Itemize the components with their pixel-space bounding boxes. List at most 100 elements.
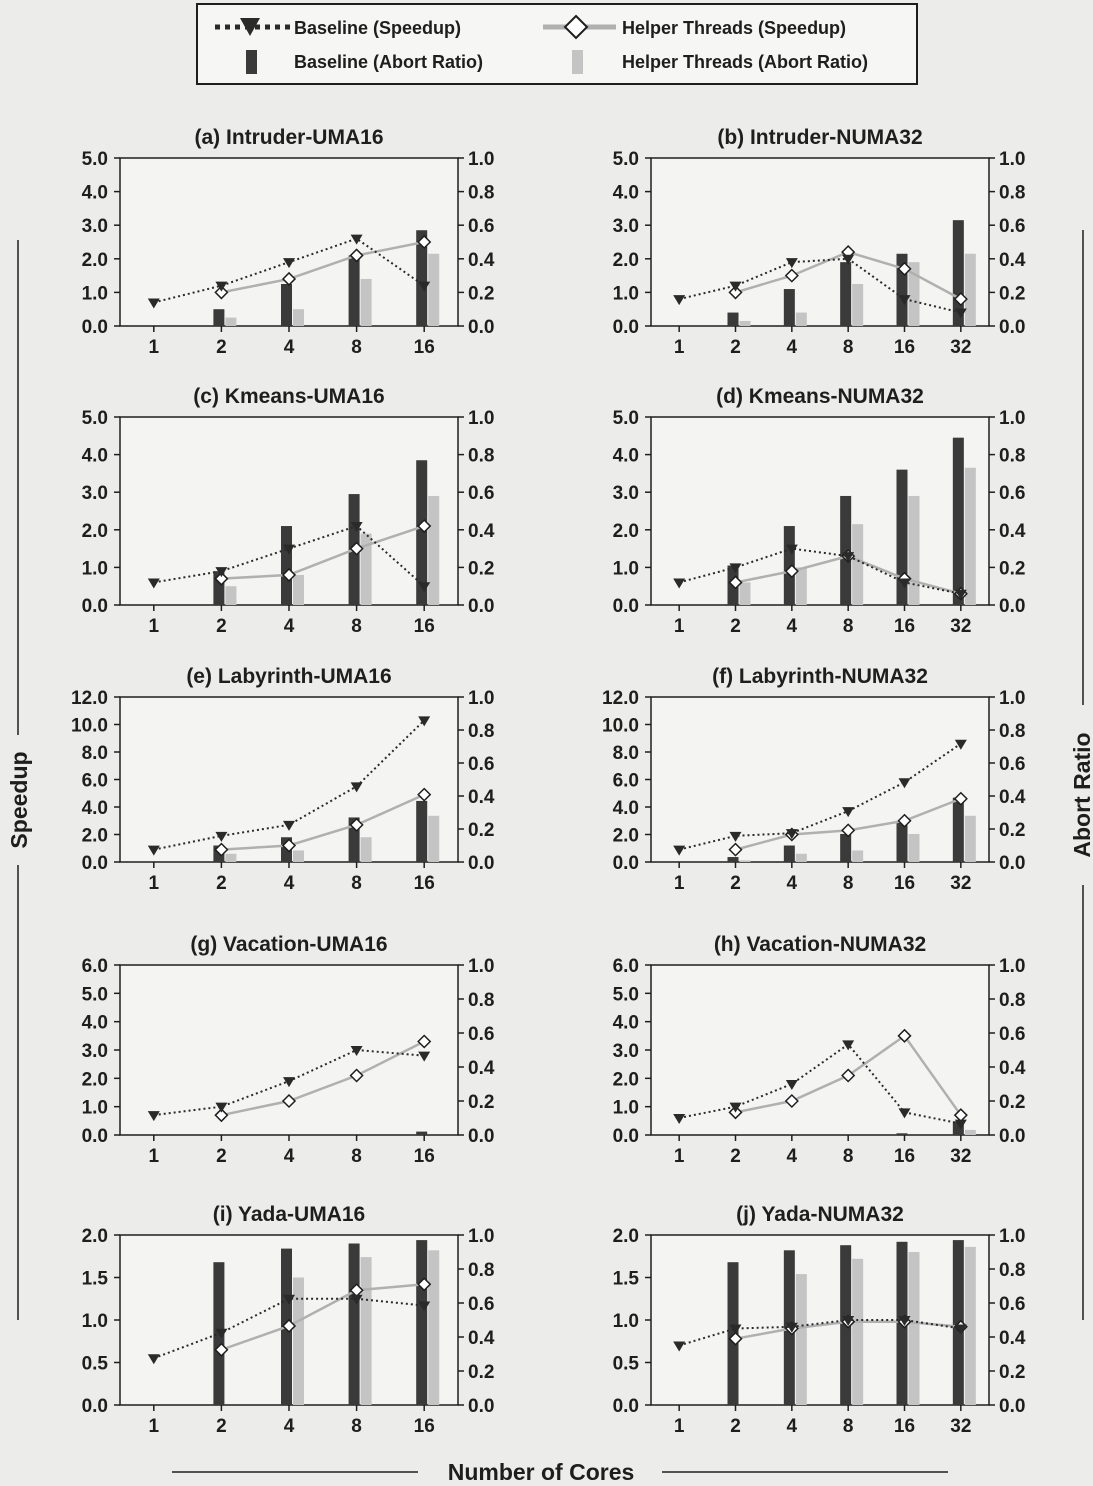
line-helper-speedup bbox=[221, 793, 425, 851]
x-axis: 1 2 4 8 16 bbox=[149, 605, 435, 637]
marker-baseline-speedup bbox=[673, 578, 686, 589]
left-axis-rule-gap bbox=[6, 735, 30, 865]
bar-baseline-abort bbox=[896, 469, 908, 605]
bar-baseline-abort bbox=[840, 495, 852, 605]
right-tick-label: 0.6 bbox=[468, 483, 494, 504]
marker-baseline-speedup bbox=[147, 298, 160, 309]
marker-helper-speedup bbox=[349, 248, 364, 263]
right-axis: 0.0 0.2 0.4 0.6 0.8 1.0 bbox=[989, 408, 1026, 617]
x-tick-label: 2 bbox=[216, 616, 227, 637]
bar-helper-abort bbox=[293, 574, 304, 605]
right-tick-label: 0.6 bbox=[999, 1024, 1025, 1045]
left-axis: 0.0 1.0 2.0 3.0 4.0 5.0 bbox=[82, 408, 120, 617]
legend-item-baseline-speedup: Baseline (Speedup) bbox=[215, 18, 461, 38]
right-tick-label: 0.8 bbox=[468, 1260, 494, 1281]
left-tick-label: 0.0 bbox=[613, 317, 639, 338]
right-tick-label: 0.6 bbox=[468, 216, 494, 237]
legend-marker-baseline-speedup bbox=[240, 18, 260, 36]
panel-10: (j) Yada-NUMA320.00.51.01.52.00.00.20.40… bbox=[613, 1203, 1026, 1437]
left-tick-label: 1.0 bbox=[82, 558, 108, 579]
legend-label-baseline-abort: Baseline (Abort Ratio) bbox=[294, 52, 483, 72]
marker-helper-speedup bbox=[417, 1034, 432, 1049]
x-tick-label: 8 bbox=[843, 1146, 854, 1167]
bar-helper-abort bbox=[225, 586, 237, 605]
bar-helper-abort bbox=[908, 495, 920, 605]
line-helper-speedup bbox=[221, 240, 425, 294]
plot-frame bbox=[650, 1234, 990, 1406]
right-tick-label: 0.2 bbox=[999, 1092, 1025, 1113]
marker-baseline-speedup bbox=[350, 782, 363, 793]
right-axis: 0.0 0.2 0.4 0.6 0.8 1.0 bbox=[458, 408, 495, 617]
x-tick-label: 4 bbox=[284, 873, 295, 894]
x-tick-label: 8 bbox=[843, 616, 854, 637]
right-tick-label: 0.8 bbox=[999, 721, 1025, 742]
right-tick-label: 0.4 bbox=[999, 1058, 1026, 1079]
bar-baseline-abort bbox=[896, 253, 908, 326]
left-tick-label: 2.0 bbox=[613, 1069, 639, 1090]
left-tick-label: 1.5 bbox=[613, 1269, 640, 1290]
x-tick-label: 4 bbox=[284, 337, 295, 358]
right-tick-label: 1.0 bbox=[999, 956, 1025, 977]
series-baseline-speedup bbox=[147, 716, 431, 856]
left-axis-title: Speedup bbox=[6, 240, 32, 1320]
left-tick-label: 1.0 bbox=[613, 1098, 639, 1119]
abort-bars bbox=[896, 1121, 976, 1135]
bar-helper-abort bbox=[360, 278, 372, 326]
left-axis: 0.0 1.0 2.0 3.0 4.0 5.0 6.0 bbox=[82, 956, 120, 1147]
bar-helper-abort bbox=[428, 253, 440, 326]
marker-helper-speedup bbox=[417, 1277, 432, 1292]
line-helper-speedup bbox=[221, 1040, 425, 1117]
x-tick-label: 16 bbox=[414, 873, 435, 894]
marker-baseline-speedup bbox=[147, 1111, 160, 1122]
bar-baseline-abort bbox=[281, 526, 292, 605]
bar-helper-abort bbox=[360, 533, 372, 605]
left-tick-label: 4.0 bbox=[82, 446, 108, 467]
x-tick-label: 1 bbox=[149, 1146, 160, 1167]
x-tick-label: 16 bbox=[414, 337, 435, 358]
panel-1: (a) Intruder-UMA160.01.02.03.04.05.00.00… bbox=[82, 126, 495, 358]
bar-baseline-abort bbox=[416, 1240, 428, 1405]
marker-baseline-speedup bbox=[954, 739, 967, 750]
bar-baseline-abort bbox=[348, 255, 360, 326]
bar-baseline-abort bbox=[727, 312, 739, 326]
left-tick-label: 6.0 bbox=[613, 771, 639, 792]
right-tick-label: 0.0 bbox=[468, 1126, 494, 1147]
marker-baseline-speedup bbox=[418, 582, 431, 593]
marker-baseline-speedup bbox=[785, 829, 798, 840]
series-helper-speedup bbox=[728, 1028, 968, 1123]
panel-3: (c) Kmeans-UMA16 0.0 1.0 2.0 3.0 4.0 5.0 0.0 0.2… bbox=[82, 385, 495, 637]
series-baseline-speedup bbox=[673, 1316, 967, 1352]
left-tick-label: 5.0 bbox=[613, 149, 639, 170]
marker-helper-speedup bbox=[841, 1068, 856, 1083]
right-tick-label: 0.0 bbox=[999, 596, 1025, 617]
bar-helper-abort bbox=[795, 312, 807, 326]
x-axis: 1 2 4 8 16 bbox=[149, 1135, 435, 1167]
bar-baseline-abort bbox=[896, 822, 908, 862]
left-tick-label: 5.0 bbox=[82, 984, 108, 1005]
left-axis: 0.0 2.0 4.0 6.0 8.0 10.0 12.0 bbox=[602, 688, 651, 874]
marker-baseline-speedup bbox=[215, 1328, 228, 1339]
left-tick-label: 6.0 bbox=[613, 956, 639, 977]
x-tick-label: 4 bbox=[284, 1146, 295, 1167]
bar-helper-abort bbox=[852, 850, 864, 862]
legend-item-helper-abort: Helper Threads (Abort Ratio) bbox=[572, 50, 868, 74]
x-tick-label: 1 bbox=[149, 873, 160, 894]
left-tick-label: 0.0 bbox=[82, 317, 108, 338]
bar-helper-abort bbox=[739, 582, 751, 605]
x-axis: 1 2 4 8 16 bbox=[149, 326, 435, 358]
marker-helper-speedup bbox=[417, 234, 432, 250]
line-baseline-speedup bbox=[678, 547, 962, 595]
x-tick-label: 4 bbox=[284, 1416, 295, 1437]
bar-helper-abort bbox=[293, 1277, 304, 1405]
right-tick-label: 1.0 bbox=[468, 1226, 494, 1247]
left-axis: 0.0 0.5 1.0 1.5 2.0 bbox=[613, 1226, 651, 1417]
marker-baseline-speedup bbox=[954, 1119, 967, 1130]
left-axis: 0.0 0.5 1.0 1.5 2.0 bbox=[82, 1226, 120, 1417]
left-tick-label: 3.0 bbox=[82, 483, 108, 504]
left-tick-label: 2.0 bbox=[82, 521, 108, 542]
plot-frame bbox=[650, 416, 990, 606]
marker-helper-speedup bbox=[784, 1093, 799, 1109]
panel-title: (i) Yada-UMA16 bbox=[213, 1203, 366, 1226]
x-tick-label: 1 bbox=[149, 616, 160, 637]
right-tick-label: 0.8 bbox=[999, 1260, 1025, 1281]
